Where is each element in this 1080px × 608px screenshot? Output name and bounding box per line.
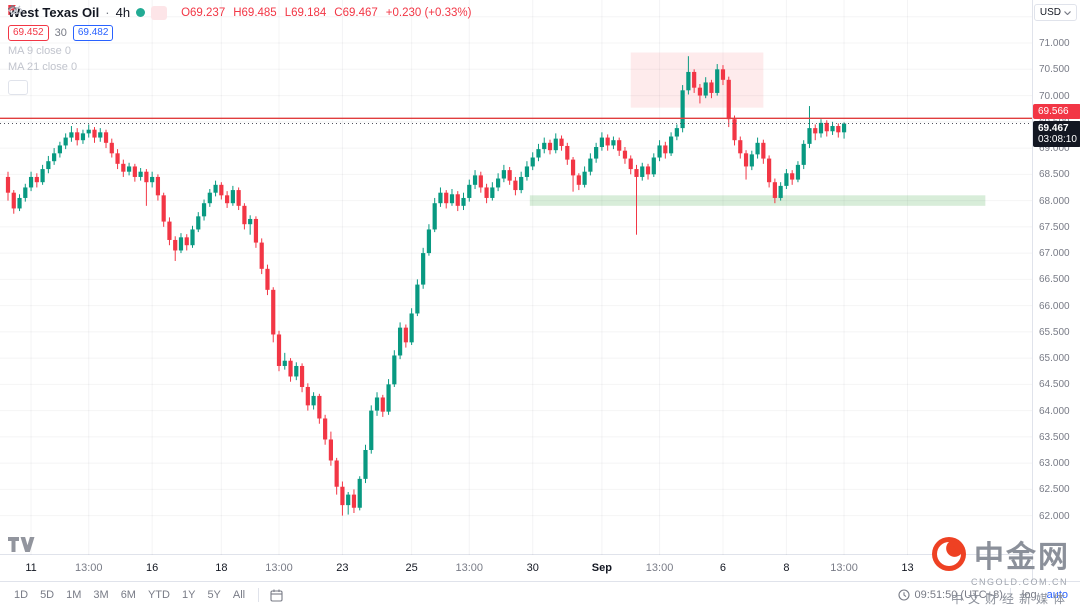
price-tick: 66.000	[1039, 300, 1070, 312]
alert-price-badge[interactable]: 69.452	[8, 25, 49, 41]
price-tick: 62.000	[1039, 510, 1070, 522]
auto-scale-toggle[interactable]: auto	[1043, 587, 1072, 603]
price-tick: 68.500	[1039, 169, 1070, 181]
range-6m[interactable]: 6M	[115, 587, 142, 603]
ma9-label: MA 9 close 0	[8, 45, 71, 57]
ma21-label: MA 21 close 0	[8, 61, 78, 73]
footer-toolbar: 1D 5D 1M 3M 6M YTD 1Y 5Y All 09:51:50 (UTC+8) lo…	[0, 581, 1080, 608]
range-5y[interactable]: 5Y	[201, 587, 226, 603]
chart-legend: West Texas Oil · 4h O69.237 H69.485 L69.…	[8, 5, 471, 95]
flag-icon[interactable]	[8, 5, 168, 20]
time-tick: 23	[336, 562, 349, 574]
open-value: O69.237	[181, 6, 226, 19]
time-tick: 13:00	[645, 562, 674, 574]
time-tick: 13:00	[830, 562, 858, 574]
currency-selector[interactable]: USD	[1033, 4, 1077, 21]
price-tick: 63.000	[1039, 458, 1070, 470]
interval-label[interactable]: 4h	[115, 5, 131, 20]
range-3m[interactable]: 3M	[87, 587, 114, 603]
countdown-timer: 03:08:10	[1038, 133, 1077, 145]
currency-label: USD	[1039, 7, 1061, 18]
clock-time[interactable]: 09:51:50 (UTC+8)	[914, 589, 1003, 601]
price-tick: 71.000	[1039, 38, 1070, 50]
time-tick: 25	[405, 562, 418, 574]
high-value: H69.485	[233, 6, 277, 19]
clock-group: 09:51:50 (UTC+8)	[897, 589, 1003, 601]
quantity-label: 30	[54, 27, 67, 39]
price-tick: 66.500	[1039, 274, 1070, 286]
price-tick: 64.000	[1039, 405, 1070, 417]
price-tick: 65.000	[1039, 353, 1070, 365]
go-to-date-icon	[270, 589, 283, 602]
time-tick: 13:00	[265, 562, 293, 574]
log-scale-toggle[interactable]: log	[1018, 587, 1041, 603]
price-tick: 63.500	[1039, 431, 1070, 443]
price-tick: 70.500	[1039, 64, 1070, 76]
close-value: C69.467	[334, 6, 378, 19]
price-tick: 65.500	[1039, 326, 1070, 338]
change-value: +0.230 (+0.33%)	[385, 6, 472, 19]
time-tick: Sep	[591, 562, 612, 574]
price-tick: 67.500	[1039, 221, 1070, 233]
price-tick: 62.500	[1039, 484, 1070, 496]
time-tick: 13	[901, 562, 914, 574]
current-price-label: 69.467 03:08:10	[1033, 120, 1080, 147]
time-tick: 11	[25, 562, 37, 574]
time-tick: 18	[215, 562, 228, 574]
time-tick: 30	[526, 562, 539, 574]
range-1d[interactable]: 1D	[8, 587, 34, 603]
ma21-row: MA 21 close 0	[8, 5, 471, 73]
resistance-price-label: 69.566	[1033, 104, 1080, 120]
time-tick: 13:00	[455, 562, 484, 574]
divider	[258, 588, 260, 602]
chart-pane[interactable]: West Texas Oil · 4h O69.237 H69.485 L69.…	[0, 0, 1032, 555]
price-chart[interactable]	[0, 0, 1032, 555]
price-tick: 68.000	[1039, 195, 1070, 207]
ma9-row: MA 9 close 0	[8, 5, 471, 57]
order-price-badge[interactable]: 69.482	[72, 25, 114, 41]
time-axis[interactable]: 11 13:00 16 18 13:00 23 25 13:00 30 Sep 13:00 6 8 13:…	[0, 556, 1032, 581]
low-value: L69.184	[284, 6, 327, 19]
divider	[1009, 588, 1011, 602]
title-separator: ·	[105, 5, 110, 20]
ohlc-values: O69.237 H69.485 L69.184 C69.467 +0.230 (…	[181, 7, 471, 19]
range-1m[interactable]: 1M	[60, 587, 87, 603]
range-buttons: 1D 5D 1M 3M 6M YTD 1Y 5Y All	[8, 587, 251, 603]
time-tick: 6	[719, 562, 727, 574]
time-tick: 8	[783, 562, 790, 574]
range-ytd[interactable]: YTD	[142, 587, 176, 603]
price-tick: 67.000	[1039, 248, 1070, 260]
price-axis[interactable]: USD 69.566 69.467 03:08:10 71.50071.0007…	[1032, 0, 1080, 581]
collapse-legend-button[interactable]	[8, 5, 28, 95]
range-5d[interactable]: 5D	[34, 587, 60, 603]
status-dot-icon[interactable]	[136, 8, 146, 17]
symbol-title[interactable]: West Texas Oil	[8, 5, 100, 20]
time-tick: 16	[146, 562, 159, 574]
clock-icon	[897, 589, 910, 601]
chevron-down-icon	[1064, 10, 1071, 15]
time-tick: 13:00	[74, 562, 103, 574]
price-tick: 70.000	[1039, 90, 1070, 102]
go-to-date-button[interactable]	[266, 587, 287, 604]
range-1y[interactable]: 1Y	[176, 587, 201, 603]
price-tick: 64.500	[1039, 379, 1070, 391]
range-all[interactable]: All	[227, 587, 251, 603]
price-tick: 69.000	[1039, 143, 1070, 155]
